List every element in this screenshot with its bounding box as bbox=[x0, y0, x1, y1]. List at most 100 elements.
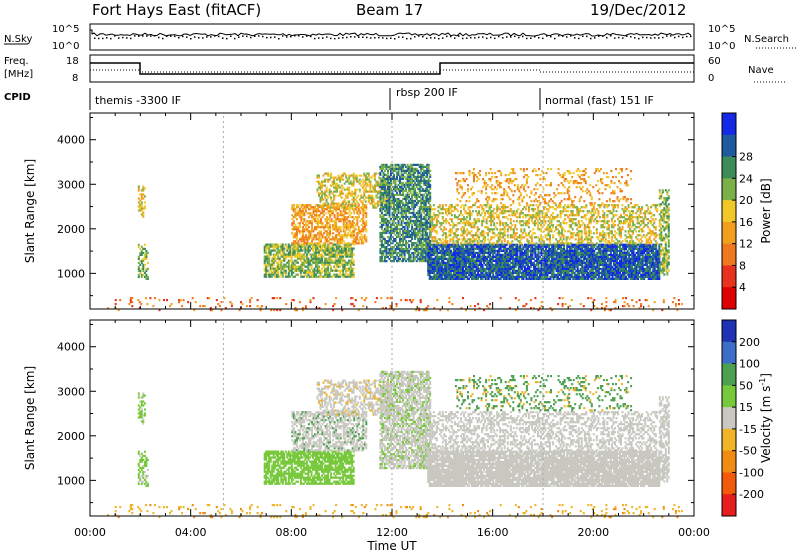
power-cell bbox=[529, 245, 532, 248]
power-cell bbox=[417, 177, 420, 180]
noise-search-point bbox=[146, 35, 148, 37]
power-cell bbox=[457, 265, 460, 268]
power-cell bbox=[399, 181, 401, 184]
power-cell bbox=[478, 273, 481, 276]
power-cell bbox=[474, 263, 476, 266]
power-cell bbox=[426, 227, 429, 231]
power-cell bbox=[346, 255, 349, 258]
power-cell bbox=[393, 205, 395, 209]
power-cell bbox=[350, 224, 353, 227]
power-cell bbox=[394, 229, 397, 233]
noise-search-point bbox=[446, 35, 448, 38]
power-cell bbox=[372, 186, 375, 189]
power-cell bbox=[312, 208, 315, 211]
power-cell bbox=[327, 236, 330, 239]
power-cell bbox=[281, 265, 284, 268]
power-cell bbox=[387, 185, 389, 188]
power-cell bbox=[390, 235, 392, 239]
power-cell bbox=[327, 180, 330, 183]
power-cell bbox=[315, 257, 317, 260]
power-cell bbox=[307, 245, 310, 248]
power-cell bbox=[397, 171, 400, 174]
power-cell bbox=[397, 167, 400, 170]
power-cell bbox=[426, 179, 429, 182]
noise-search-point bbox=[542, 37, 544, 40]
power-cell bbox=[469, 259, 472, 262]
power-cell bbox=[415, 191, 418, 194]
power-cell bbox=[474, 271, 476, 274]
power-cell bbox=[330, 202, 333, 205]
power-cell bbox=[327, 253, 330, 256]
power-cell bbox=[412, 171, 415, 174]
power-cell bbox=[140, 275, 143, 278]
power-cell bbox=[434, 243, 437, 246]
power-cell bbox=[390, 187, 392, 190]
power-cell bbox=[318, 210, 321, 213]
power-cell bbox=[301, 275, 304, 278]
power-cell bbox=[322, 265, 325, 268]
power-cell bbox=[455, 247, 458, 250]
power-cell bbox=[434, 265, 437, 268]
power-cell bbox=[421, 167, 424, 170]
power-cell bbox=[478, 253, 481, 256]
power-cell bbox=[414, 189, 417, 192]
power-cell bbox=[280, 253, 283, 256]
power-cell bbox=[317, 214, 319, 217]
power-cell bbox=[423, 244, 426, 247]
power-cell bbox=[411, 252, 414, 255]
power-cell bbox=[412, 209, 415, 213]
power-cell bbox=[325, 186, 328, 189]
power-cell bbox=[449, 251, 452, 254]
power-cell bbox=[305, 247, 308, 250]
power-cell bbox=[523, 273, 526, 276]
power-cell bbox=[373, 178, 376, 181]
power-cell bbox=[345, 249, 348, 252]
power-cell bbox=[289, 265, 292, 268]
power-cell bbox=[403, 250, 406, 253]
power-cell bbox=[328, 192, 331, 195]
power-cell bbox=[300, 238, 303, 241]
power-cell bbox=[335, 220, 338, 223]
power-cell bbox=[454, 243, 457, 246]
power-cell bbox=[287, 247, 290, 250]
power-cell bbox=[490, 261, 493, 264]
power-cell bbox=[463, 261, 466, 264]
power-cell bbox=[420, 260, 423, 263]
power-cell bbox=[315, 210, 318, 213]
power-cell bbox=[336, 245, 339, 248]
power-cell bbox=[455, 267, 458, 270]
power-cell bbox=[372, 190, 375, 193]
power-cell bbox=[331, 245, 334, 248]
power-cell bbox=[403, 209, 406, 213]
power-cell bbox=[268, 243, 271, 246]
power-cell bbox=[348, 178, 351, 181]
power-cell bbox=[403, 215, 406, 219]
power-cell bbox=[421, 193, 424, 196]
power-cell bbox=[492, 259, 495, 262]
power-cell bbox=[303, 220, 306, 223]
power-cell bbox=[427, 211, 430, 215]
power-cell bbox=[534, 253, 537, 256]
noise-search-point bbox=[502, 37, 504, 39]
power-cell bbox=[417, 175, 420, 178]
power-cell bbox=[460, 265, 463, 268]
power-cell bbox=[534, 263, 537, 266]
power-cell bbox=[516, 249, 519, 252]
power-cell bbox=[290, 243, 293, 246]
power-cell bbox=[375, 202, 378, 205]
power-cell bbox=[295, 212, 298, 215]
power-cell bbox=[414, 252, 417, 255]
power-cell bbox=[296, 265, 299, 268]
power-cell bbox=[297, 210, 300, 213]
power-cell bbox=[274, 249, 277, 252]
power-cell bbox=[382, 219, 385, 223]
power-cell bbox=[501, 257, 504, 260]
power-cell bbox=[420, 213, 423, 217]
power-cell bbox=[418, 165, 421, 168]
power-cell bbox=[513, 251, 516, 254]
power-cell bbox=[529, 243, 532, 246]
power-cell bbox=[303, 206, 306, 209]
power-cell bbox=[415, 256, 418, 259]
power-cell bbox=[465, 249, 467, 252]
power-cell bbox=[431, 269, 434, 272]
